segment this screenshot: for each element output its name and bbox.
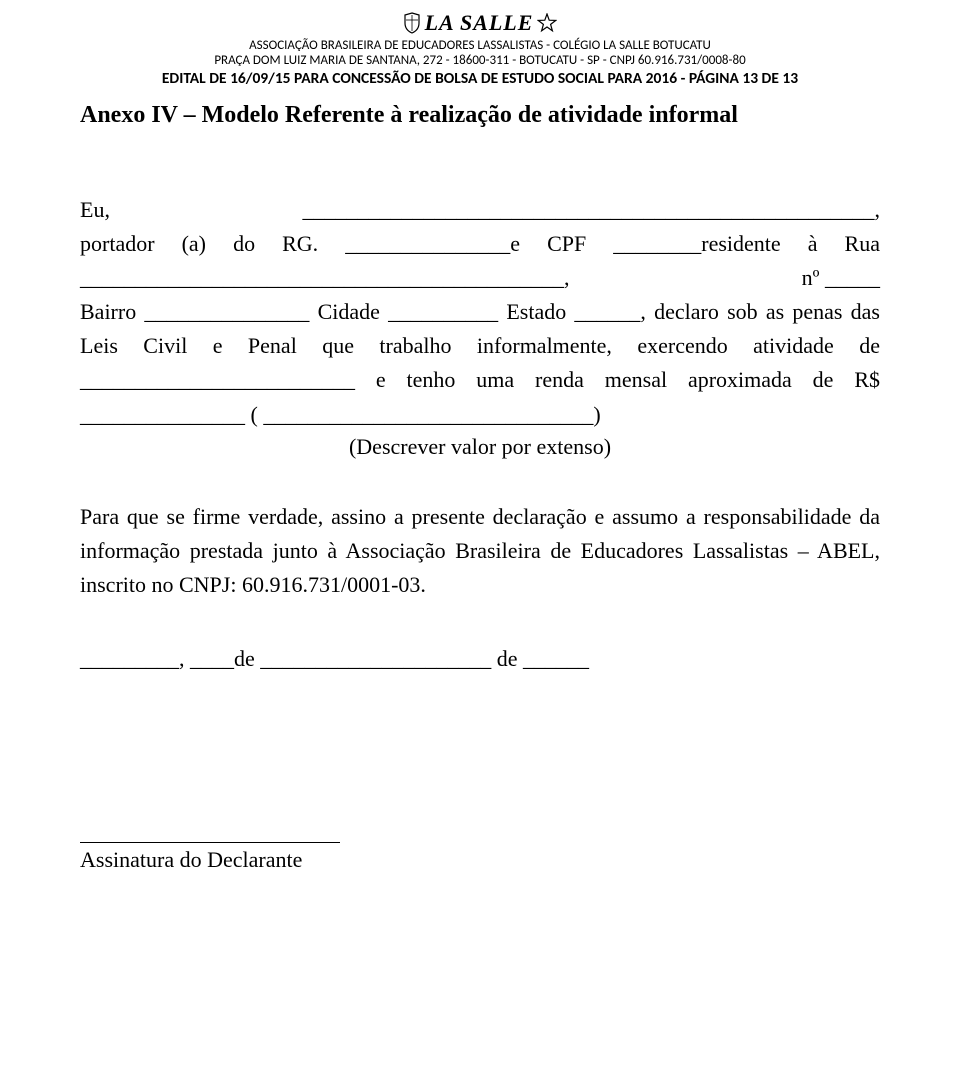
page: LA SALLE ASSOCIAÇÃO BRASILEIRA DE EDUCAD… xyxy=(0,0,960,1065)
declaration-paragraph-1: Eu, ____________________________________… xyxy=(80,193,880,432)
eu-label: Eu, xyxy=(80,193,110,227)
document-header: LA SALLE ASSOCIAÇÃO BRASILEIRA DE EDUCAD… xyxy=(80,10,880,88)
document-title: Anexo IV – Modelo Referente à realização… xyxy=(80,102,880,129)
portador-line: portador (a) do RG. _______________e CPF… xyxy=(80,227,880,261)
logo-text: LA SALLE xyxy=(425,10,534,36)
header-association: ASSOCIAÇÃO BRASILEIRA DE EDUCADORES LASS… xyxy=(80,38,880,53)
bairro-block: Bairro _______________ Cidade __________… xyxy=(80,295,880,431)
header-edital: EDITAL DE 16/09/15 PARA CONCESSÃO DE BOL… xyxy=(80,69,880,88)
declaration-paragraph-2: Para que se firme verdade, assino a pres… xyxy=(80,500,880,602)
rua-blank: ________________________________________… xyxy=(80,261,570,295)
signature-label: Assinatura do Declarante xyxy=(80,847,880,873)
name-blank: ________________________________________… xyxy=(303,193,881,227)
date-line: _________, ____de _____________________ … xyxy=(80,646,880,672)
star-icon xyxy=(537,13,557,33)
signature-block: Assinatura do Declarante xyxy=(80,842,880,873)
signature-line xyxy=(80,842,340,843)
logo-row: LA SALLE xyxy=(80,10,880,36)
num-blank: _____ xyxy=(825,265,880,290)
shield-icon xyxy=(403,12,421,34)
header-address: PRAÇA DOM LUIZ MARIA DE SANTANA, 272 - 1… xyxy=(80,53,880,68)
descrever-note: (Descrever valor por extenso) xyxy=(80,434,880,460)
num-label: nº xyxy=(802,265,820,290)
